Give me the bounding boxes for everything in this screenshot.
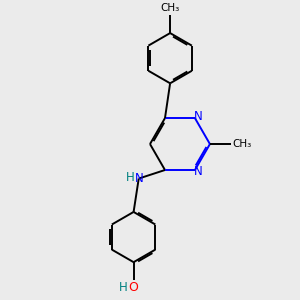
Text: O: O (129, 281, 139, 294)
Text: H: H (126, 171, 135, 184)
Text: N: N (135, 172, 144, 185)
Text: H: H (119, 281, 128, 294)
Text: N: N (194, 110, 203, 123)
Text: N: N (194, 165, 203, 178)
Text: CH₃: CH₃ (233, 139, 252, 149)
Text: CH₃: CH₃ (160, 3, 180, 13)
